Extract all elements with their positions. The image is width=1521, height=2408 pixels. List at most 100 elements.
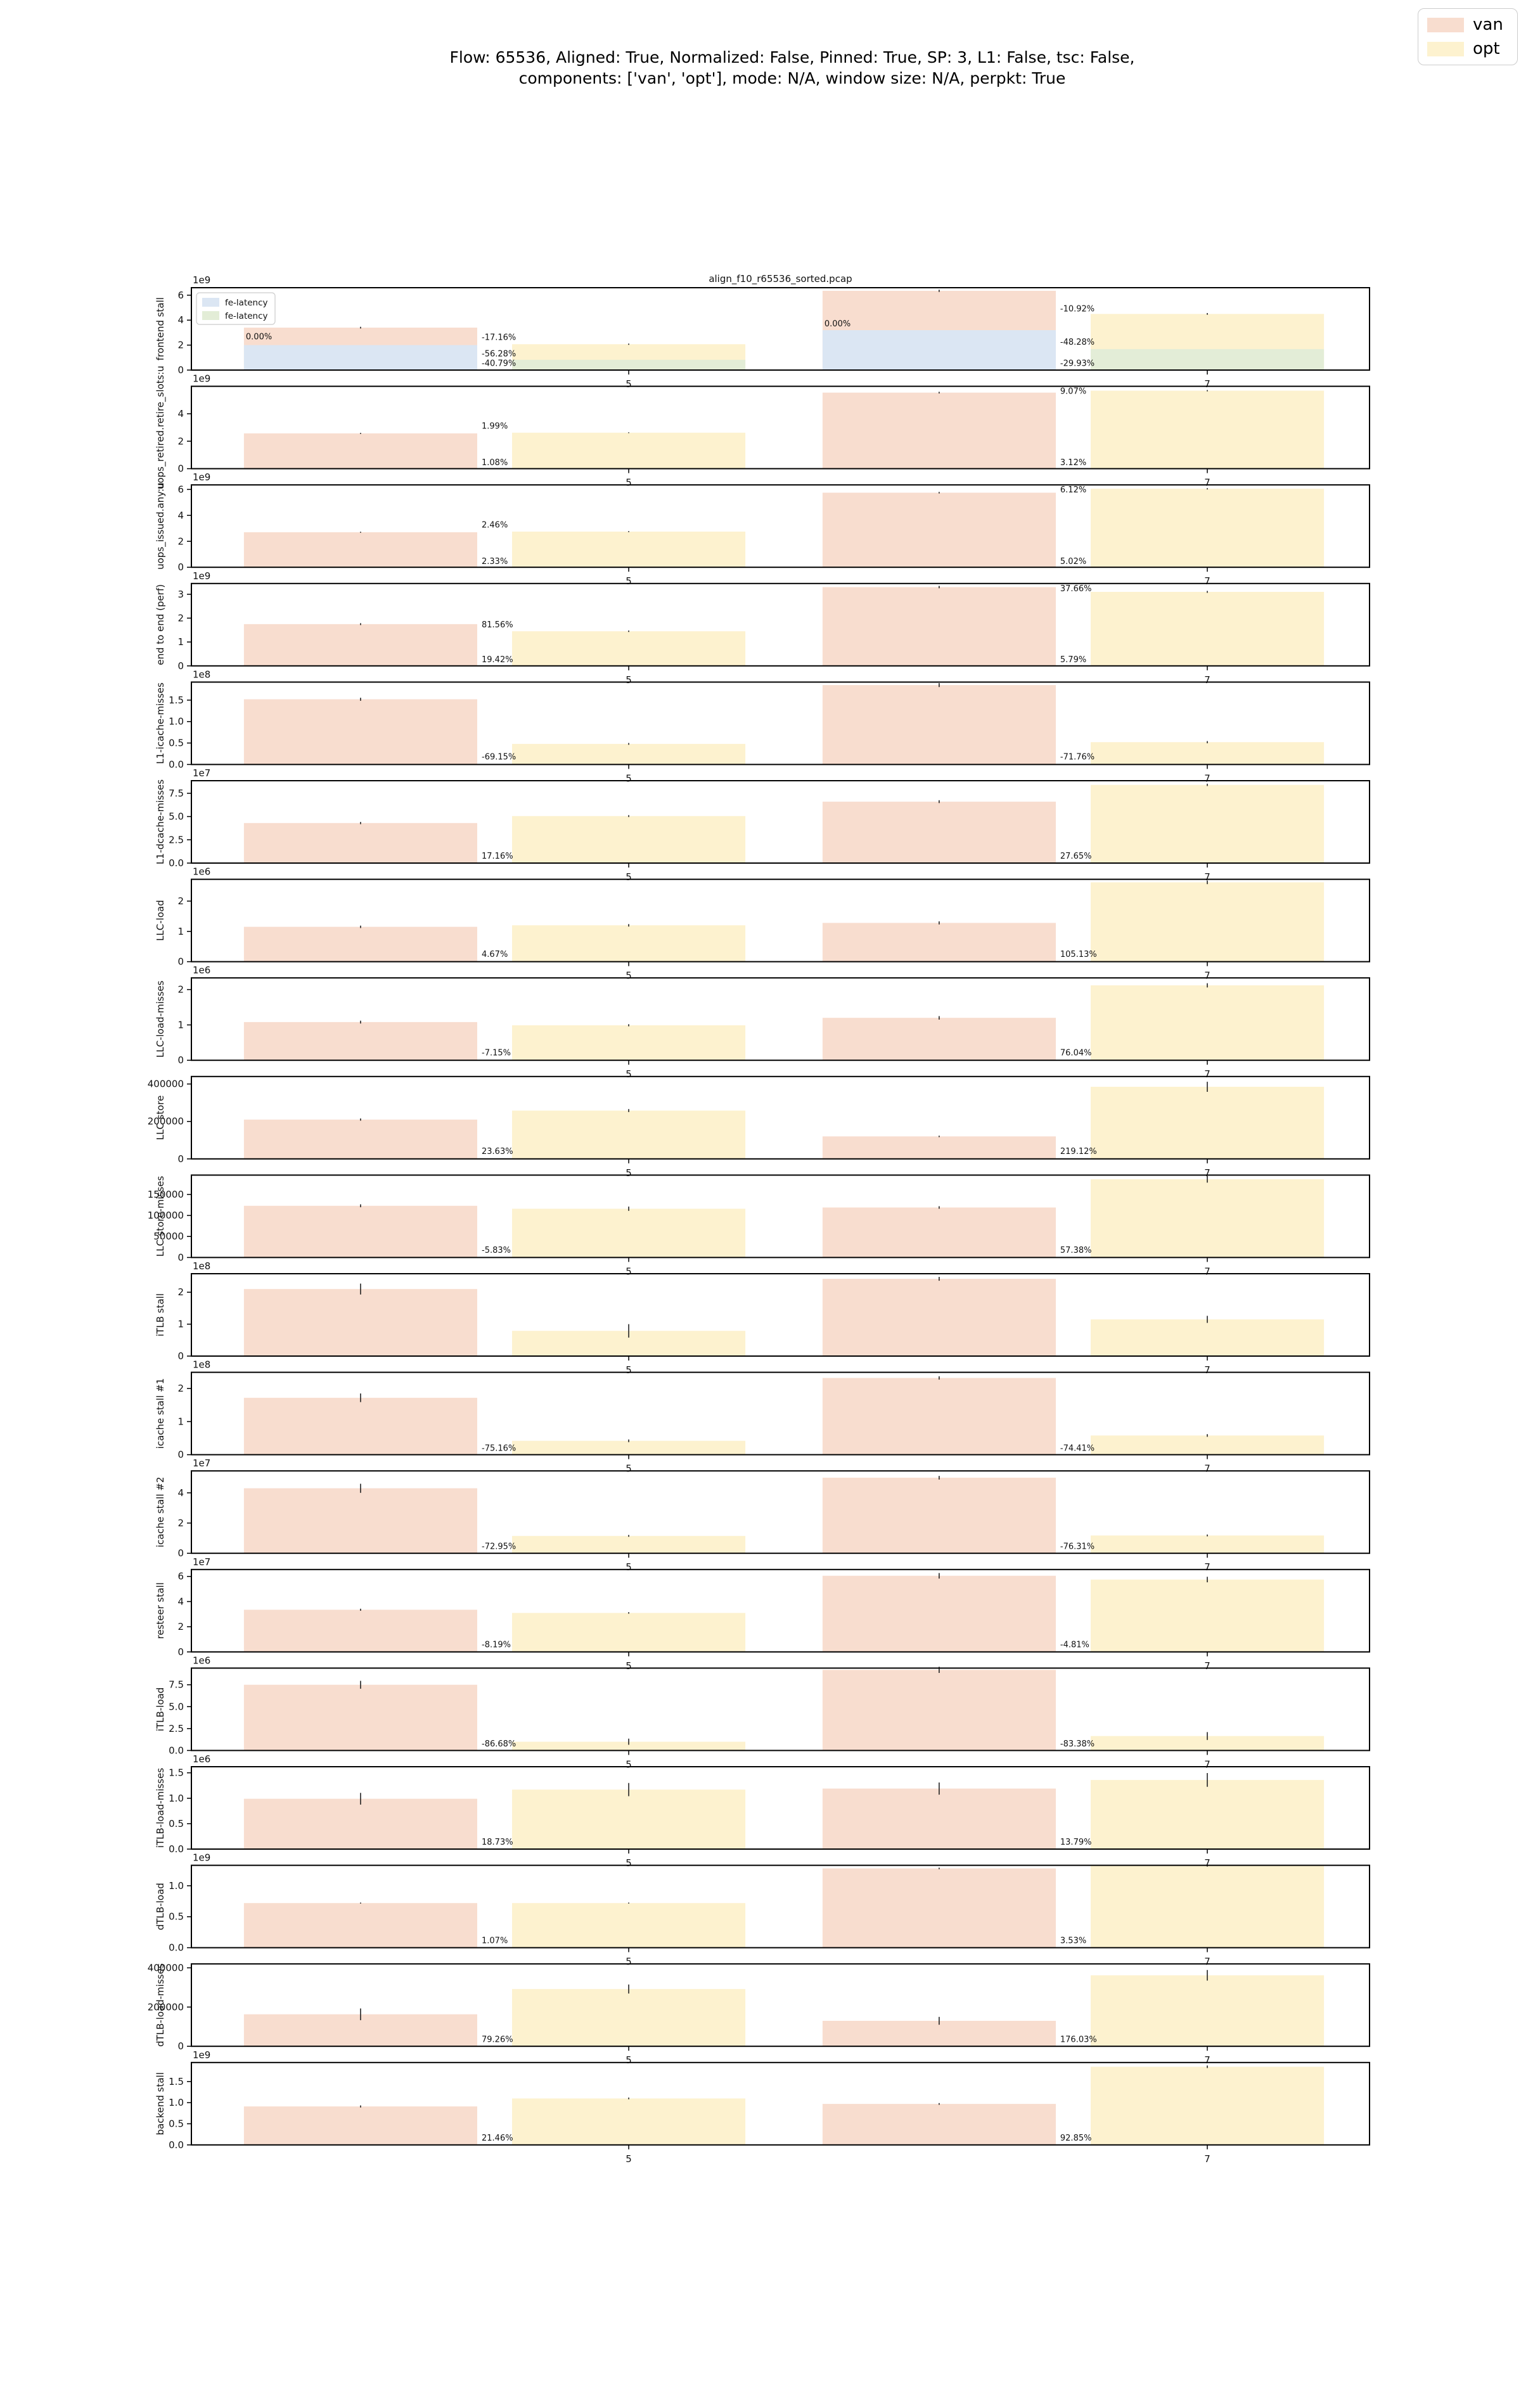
subplot-icache-stall-1: 0 1 2 1e8 icache stall #1 5 7 -75.16% -74.41% (155, 1359, 1370, 1475)
x-tick-label: 7 (1204, 1463, 1210, 1475)
y-tick-label: 100000 (148, 1210, 184, 1221)
y-tick-label: 0.0 (169, 2139, 184, 2151)
y-tick-label: 2 (177, 1286, 184, 1298)
annotation-label: -10.92% (1060, 304, 1094, 314)
annotation-label: 6.12% (1060, 485, 1086, 495)
x-tick-label: 5 (626, 1660, 632, 1672)
annotation-label: -7.15% (482, 1049, 511, 1058)
bar-van-x7 (822, 2021, 1056, 2047)
annotation-label: 13.79% (1060, 1838, 1092, 1847)
bar-opt-x5 (512, 743, 746, 765)
subplot-end-to-end-perf-: 0 1 2 3 1e9 end to end (perf) 5 7 81.56% 19.42% 37… (155, 570, 1370, 686)
x-tick-label: 5 (626, 970, 632, 982)
x-tick-label: 5 (626, 1265, 632, 1277)
x-tick-label: 7 (1204, 1561, 1210, 1573)
bar-van-x5 (243, 1610, 477, 1652)
annotation-label: 105.13% (1060, 950, 1097, 959)
annotation-label: 3.53% (1060, 1937, 1086, 1946)
annotation-label: 27.65% (1060, 852, 1092, 861)
bar-fe-latency-opt-x5 (512, 359, 746, 370)
axis-offset-label: 1e8 (193, 669, 210, 680)
y-tick-label: 4 (177, 1487, 184, 1499)
y-tick-label: 5.0 (169, 811, 184, 823)
bar-opt-x5 (512, 1208, 746, 1258)
bar-opt-x7 (1091, 1087, 1325, 1159)
y-tick-label: 0 (177, 2040, 184, 2052)
y-tick-label: 0.5 (169, 738, 184, 749)
subplot-icache-stall-2: 0 2 4 1e7 icache stall #2 5 7 -72.95% -76.31% (155, 1457, 1370, 1573)
axes-frame (191, 1963, 1370, 2047)
bar-van-x5 (243, 1684, 477, 1751)
y-tick-label: 1.0 (169, 1793, 184, 1804)
annotation-label: 219.12% (1060, 1147, 1097, 1156)
bar-van-x7 (822, 1018, 1056, 1061)
bar-van-x5 (243, 823, 477, 863)
bar-van-x7 (822, 1575, 1056, 1652)
x-tick-label: 7 (1204, 1956, 1210, 1968)
annotation-label: 18.73% (482, 1838, 513, 1847)
bar-van-x7 (822, 1477, 1056, 1554)
axes-frame (191, 1371, 1370, 1456)
annotation-label: 1.08% (482, 458, 508, 468)
y-tick-label: 2 (177, 340, 184, 351)
bar-van-x7 (822, 685, 1056, 765)
legend-item-van: van (1427, 16, 1508, 33)
x-tick-label: 5 (626, 2054, 632, 2066)
bar-van-x5 (243, 1798, 477, 1849)
axes-frame (191, 977, 1370, 1061)
y-tick-label: 2.5 (169, 834, 184, 845)
y-tick-label: 0 (177, 1449, 184, 1461)
y-tick-label: 4 (177, 509, 184, 521)
y-tick-label: 0 (177, 660, 184, 672)
y-tick-label: 1 (177, 926, 184, 937)
y-tick-label: 0 (177, 1252, 184, 1263)
x-tick-label: 5 (626, 1167, 632, 1179)
axis-offset-label: 1e7 (193, 1457, 210, 1469)
x-tick-label: 7 (1204, 1364, 1210, 1376)
annotation-label: -75.16% (482, 1444, 516, 1453)
y-axis-label: backend stall (155, 2072, 166, 2135)
x-tick-label: 7 (1204, 575, 1210, 587)
y-tick-label: 0.0 (169, 1942, 184, 1954)
y-tick-label: 0 (177, 1350, 184, 1362)
legend-label: opt (1473, 39, 1500, 58)
bar-fe-latency-opt-x7 (1091, 349, 1325, 370)
x-tick-label: 5 (626, 1561, 632, 1573)
annotation-label: -72.95% (482, 1542, 516, 1551)
annotation-label: 1.99% (482, 422, 508, 432)
bar-van-x7 (822, 2104, 1056, 2145)
bar-van-x5 (243, 624, 477, 666)
bar-opt-x5 (512, 531, 746, 568)
y-tick-label: 0 (177, 956, 184, 968)
y-axis-label: LLC-store (155, 1096, 166, 1141)
annotation-label: 0.00% (246, 332, 272, 342)
x-tick-label: 7 (1204, 1857, 1210, 1869)
y-tick-label: 0.0 (169, 759, 184, 770)
subplot-backend-stall: 0.0 0.5 1.0 1.5 1e9 backend stall 5 7 21.46% 92.8… (155, 2049, 1370, 2165)
y-tick-label: 400000 (148, 1079, 184, 1090)
annotation-label: 9.07% (1060, 387, 1086, 397)
subplot-uops-retired-retire-slots-u: 0 2 4 1e9 uops_retired.retire_slots:u 5 7 1.99%… (155, 366, 1370, 489)
bar-van-x7 (822, 587, 1056, 666)
y-axis-label: LLC-store-misses (155, 1176, 166, 1257)
y-tick-label: 4 (177, 408, 184, 419)
y-tick-label: 2 (177, 535, 184, 547)
bar-van-x5 (243, 926, 477, 962)
y-tick-label: 2 (177, 1383, 184, 1394)
legend-item-opt: opt (1427, 41, 1508, 57)
annotation-label: 5.79% (1060, 655, 1086, 665)
axes-frame (191, 1766, 1370, 1850)
y-tick-label: 0.0 (169, 1745, 184, 1756)
y-tick-label: 0 (177, 1646, 184, 1658)
x-tick-label: 5 (626, 1364, 632, 1376)
bar-van-x5 (243, 2106, 477, 2145)
x-tick-label: 5 (626, 1463, 632, 1475)
annotation-label: -76.31% (1060, 1542, 1094, 1551)
subplot-itlb-load-misses: 0.0 0.5 1.0 1.5 1e6 iTLB-load-misses 5 7 18.73% 1… (155, 1753, 1370, 1869)
bar-opt-x7 (1091, 742, 1325, 765)
annotation-label: 37.66% (1060, 584, 1092, 594)
subplot-resteer-stall: 0 2 4 6 1e7 resteer stall 5 7 -8.19% -4.81% (155, 1556, 1370, 1672)
annotation-label: -69.15% (482, 752, 516, 762)
annotation-label: -71.76% (1060, 752, 1094, 762)
